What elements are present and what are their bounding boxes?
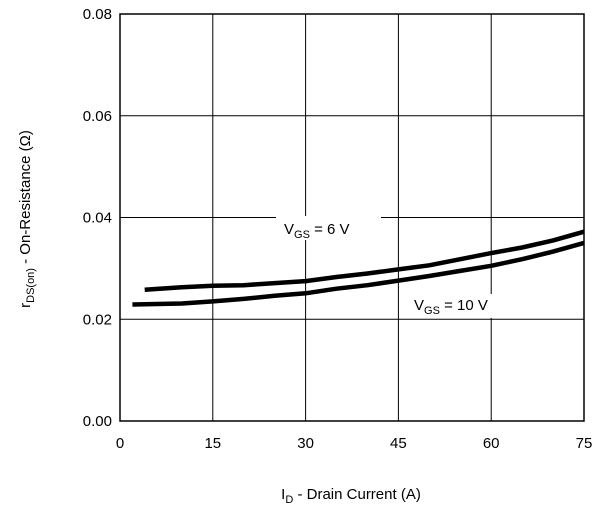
x-tick-labels: 0 15 30 45 60 75 xyxy=(116,435,593,452)
annotation-vgs-10-background xyxy=(410,294,518,318)
y-tick-label: 0.08 xyxy=(83,6,112,23)
x-tick-label: 45 xyxy=(390,435,407,452)
y-tick-label: 0.06 xyxy=(83,108,112,125)
annotation-vgs-6-label: VGS = 6 V xyxy=(284,221,350,241)
y-tick-label: 0.00 xyxy=(83,413,112,430)
series-line-0 xyxy=(144,229,585,292)
plot-frame xyxy=(119,13,585,422)
y-tick-labels: 0.00 0.02 0.04 0.06 0.08 xyxy=(83,6,112,430)
annotation-vgs-6: VGS = 6 V xyxy=(276,216,381,241)
y-tick-label: 0.02 xyxy=(83,311,112,328)
x-axis-label: ID - Drain Current (A) xyxy=(281,486,421,506)
annotation-vgs-6-background xyxy=(276,216,381,240)
annotation-vgs-10-label: VGS = 10 V xyxy=(414,297,488,317)
x-tick-label: 75 xyxy=(576,435,593,452)
x-tick-label: 30 xyxy=(297,435,314,452)
x-tick-label: 60 xyxy=(483,435,500,452)
y-axis-label: rDS(on) - On-Resistance (Ω) xyxy=(17,130,37,308)
annotation-vgs-10: VGS = 10 V xyxy=(410,294,518,318)
series-layer xyxy=(132,229,585,307)
x-tick-label: 0 xyxy=(116,435,124,452)
series-line-1 xyxy=(132,240,585,307)
y-tick-label: 0.04 xyxy=(83,210,112,227)
x-tick-label: 15 xyxy=(204,435,221,452)
